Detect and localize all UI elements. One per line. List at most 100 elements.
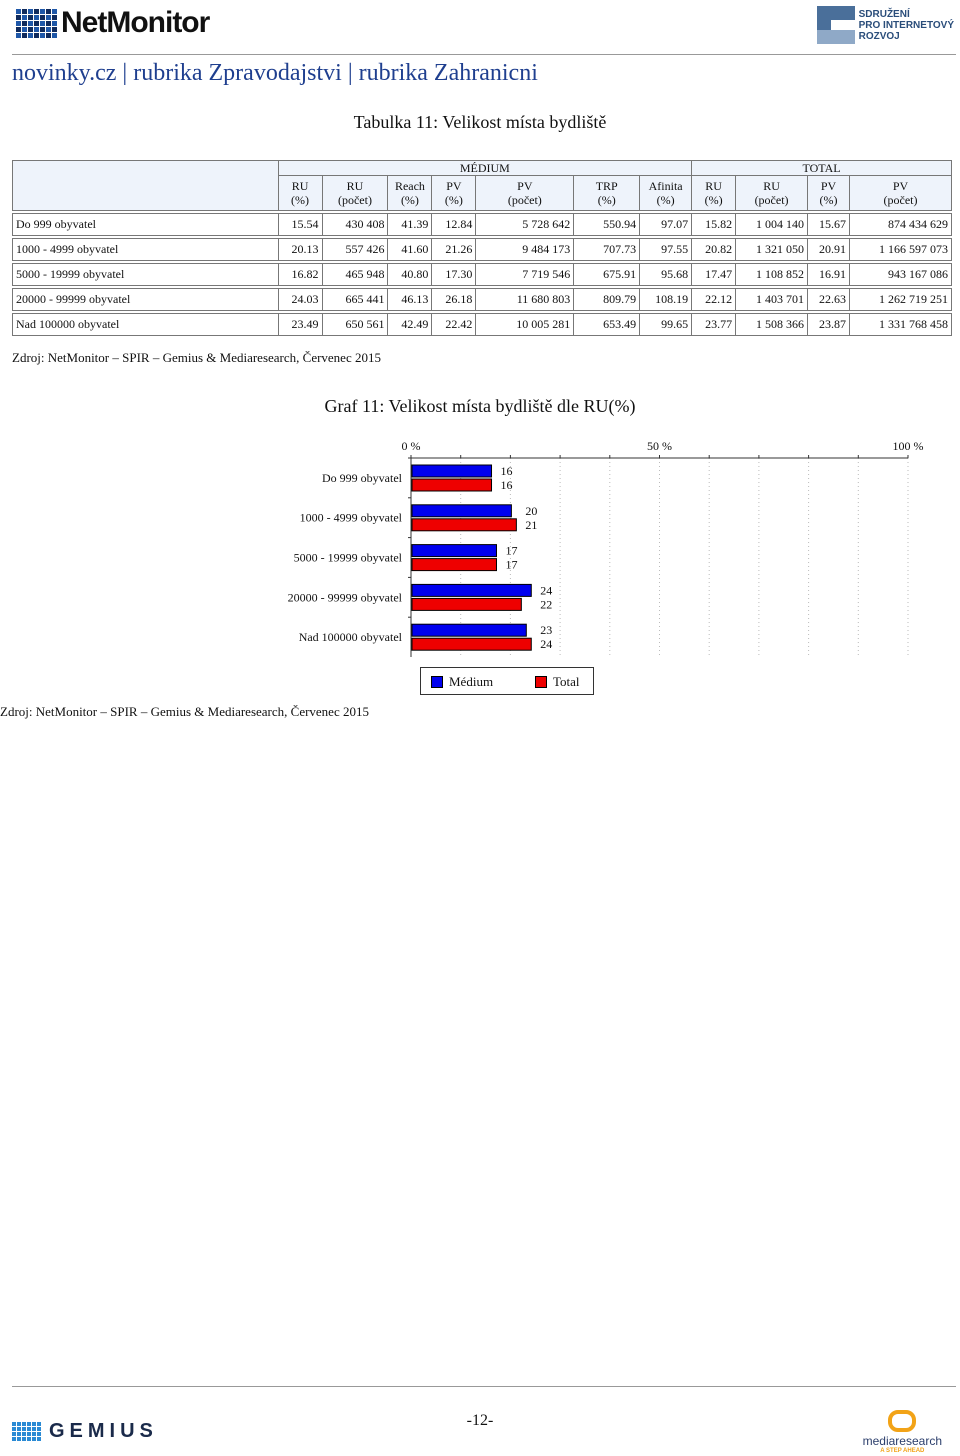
x-tick-label: 50 % (647, 439, 672, 453)
table-cell: 1 262 719 251 (849, 288, 952, 311)
page-number: -12- (466, 1412, 494, 1429)
data-label: 17 (505, 558, 517, 572)
data-label: 20 (525, 504, 537, 518)
column-header-total: RU (počet) (735, 175, 809, 211)
table-row: Nad 100000 obyvatel 23.49 650 561 42.49 22.4… (12, 313, 952, 336)
column-header-medium: Afinita (%) (639, 175, 693, 211)
table-cell: 650 561 (321, 313, 389, 336)
row-label: Nad 100000 obyvatel (12, 313, 279, 336)
table-cell: 1 403 701 (735, 288, 809, 311)
legend-label-medium: Médium (449, 674, 494, 689)
column-header-medium: PV (počet) (475, 175, 575, 211)
netmonitor-dots-icon (16, 8, 57, 38)
bar-total (411, 637, 532, 651)
table-cell: 41.39 (387, 213, 433, 236)
document-title: novinky.cz | rubrika Zpravodajstvi | rub… (12, 60, 538, 86)
column-header-line: PV (892, 179, 909, 193)
spir-logo: SDRUŽENÍ PRO INTERNETOVÝ ROZVOJ (816, 6, 954, 44)
table-cell: 42.49 (387, 313, 433, 336)
table-cell: 16.91 (807, 263, 850, 286)
table-cell: 557 426 (321, 238, 389, 261)
bar-medium (411, 544, 497, 558)
data-label: 24 (540, 637, 552, 651)
column-header-line: RU (705, 179, 722, 193)
netmonitor-logo-text: NetMonitor (61, 6, 210, 39)
table-cell: 809.79 (573, 288, 641, 311)
category-label: 1000 - 4999 obyvatel (300, 511, 403, 525)
table-cell: 675.91 (573, 263, 641, 286)
bar-medium (411, 623, 527, 637)
column-header-unit: (%) (656, 193, 675, 207)
category-label: 5000 - 19999 obyvatel (294, 551, 403, 565)
bar-total (411, 518, 517, 532)
table-cell: 1 321 050 (735, 238, 809, 261)
gemius-logo-text: GEMIUS (49, 1420, 158, 1442)
column-header-unit: (%) (291, 193, 310, 207)
spir-logo-line: ROZVOJ (858, 30, 900, 42)
group-header-medium: MÉDIUM (277, 160, 693, 176)
column-header-unit: (%) (597, 193, 616, 207)
table-cell: 15.67 (807, 213, 850, 236)
column-header-unit: (%) (704, 193, 723, 207)
table-cell: 707.73 (573, 238, 641, 261)
table-cell: 12.84 (431, 213, 477, 236)
mediaresearch-ring-icon (888, 1410, 917, 1432)
legend-swatch-total (535, 676, 547, 688)
table-row: 1000 - 4999 obyvatel 20.13 557 426 41.60 21.… (12, 238, 952, 261)
table-cell: 1 508 366 (735, 313, 809, 336)
table-cell: 1 166 597 073 (849, 238, 952, 261)
column-header-unit: (%) (400, 193, 419, 207)
column-header-line: Reach (394, 179, 425, 193)
table-cell: 465 948 (321, 263, 389, 286)
data-label: 16 (501, 478, 513, 492)
data-table: MÉDIUM TOTAL RU (%) RU (počet) Reach (%) PV (%)… (12, 160, 952, 336)
data-label: 21 (525, 518, 537, 532)
column-header-medium: TRP (%) (573, 175, 641, 211)
table-cell: 874 434 629 (849, 213, 952, 236)
footer-divider (12, 1386, 956, 1387)
table-cell: 23.87 (807, 313, 850, 336)
chart-title: Graf 11: Velikost místa bydliště dle RU(… (324, 396, 636, 416)
spir-logo-line: PRO INTERNETOVÝ (858, 19, 954, 31)
table-cell: 95.68 (639, 263, 693, 286)
table-cell: 23.49 (277, 313, 323, 336)
table-cell: 26.18 (431, 288, 477, 311)
column-header-line: RU (291, 179, 309, 193)
table-cell: 22.63 (807, 288, 850, 311)
bar-total (411, 597, 522, 611)
table-cell: 1 331 768 458 (849, 313, 952, 336)
row-label: Do 999 obyvatel (12, 213, 279, 236)
table-cell: 41.60 (387, 238, 433, 261)
table-cell: 20.91 (807, 238, 850, 261)
row-label: 20000 - 99999 obyvatel (12, 288, 279, 311)
category-label: Nad 100000 obyvatel (299, 630, 403, 644)
table-cell: 20.82 (691, 238, 737, 261)
netmonitor-logo: NetMonitor (16, 6, 210, 40)
table-cell: 9 484 173 (475, 238, 575, 261)
data-label: 22 (540, 597, 552, 611)
table-cell: 16.82 (277, 263, 323, 286)
table-cell: 97.07 (639, 213, 693, 236)
table-cell: 17.30 (431, 263, 477, 286)
gemius-dots-icon (12, 1422, 41, 1441)
table-row: 20000 - 99999 obyvatel 24.03 665 441 46.13 2… (12, 288, 952, 311)
header-divider (12, 54, 956, 55)
legend-swatch-medium (431, 676, 443, 688)
bar-total (411, 558, 497, 572)
category-label: Do 999 obyvatel (322, 471, 403, 485)
gemius-logo: GEMIUS (12, 1420, 158, 1443)
column-header-unit: (%) (819, 193, 838, 207)
table-cell: 665 441 (321, 288, 389, 311)
data-label: 24 (540, 583, 552, 597)
table-cell: 943 167 086 (849, 263, 952, 286)
table-cell: 15.54 (277, 213, 323, 236)
table-cell: 5 728 642 (475, 213, 575, 236)
column-header-unit: (počet) (754, 193, 789, 207)
column-header-line: PV (820, 179, 837, 193)
table-cell: 99.65 (639, 313, 693, 336)
data-label: 16 (501, 464, 513, 478)
table-cell: 21.26 (431, 238, 477, 261)
column-header-line: PV (517, 179, 533, 193)
column-header-line: RU (346, 179, 364, 193)
